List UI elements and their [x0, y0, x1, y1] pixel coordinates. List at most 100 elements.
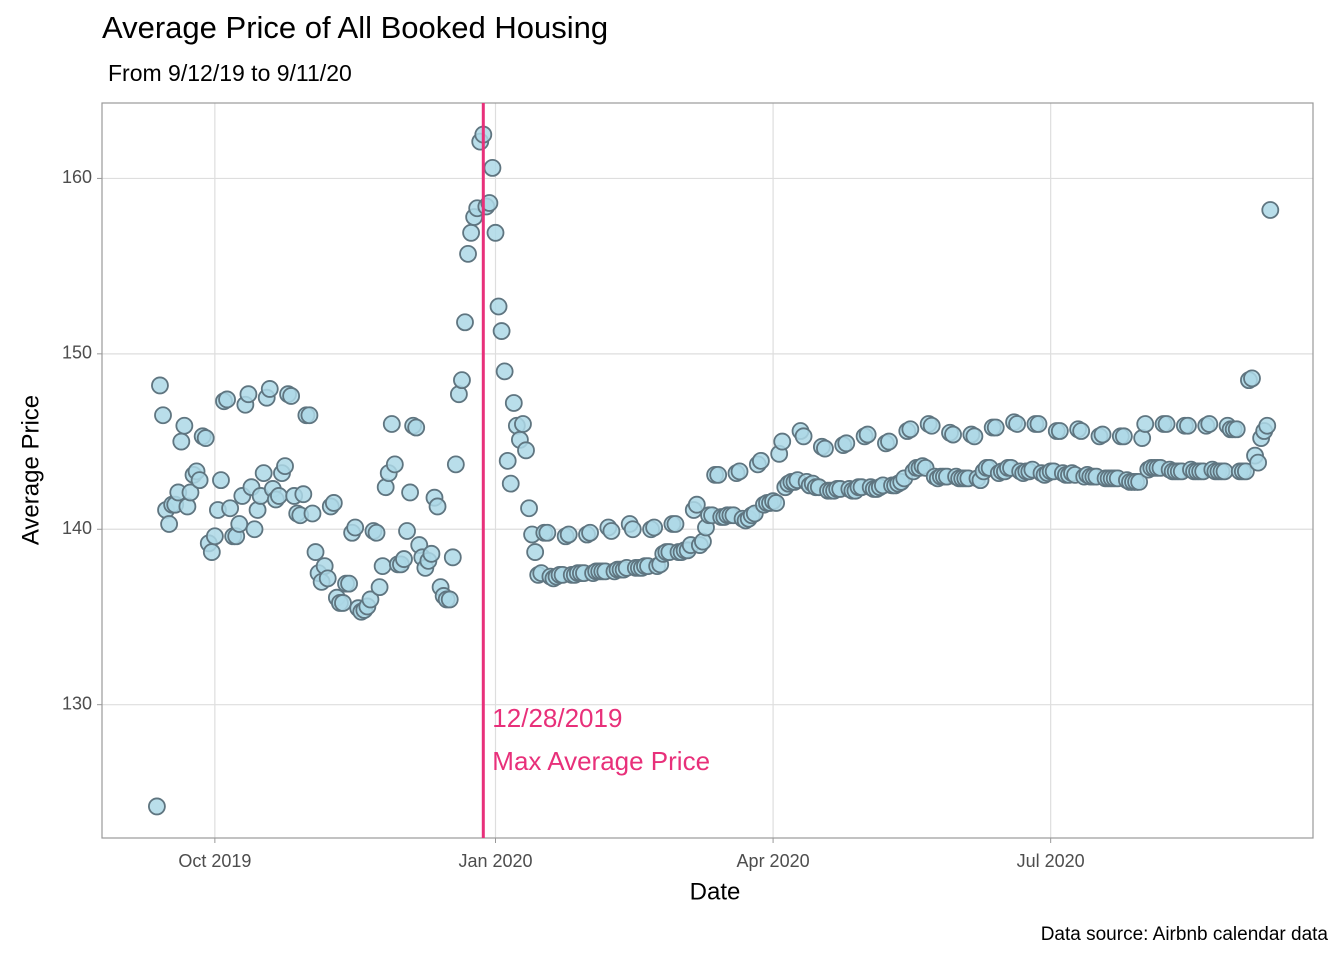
point — [645, 518, 664, 537]
point — [303, 504, 322, 523]
chart-subtitle: From 9/12/19 to 9/11/20 — [108, 60, 352, 86]
point — [480, 194, 499, 212]
point — [581, 523, 599, 542]
point — [687, 495, 706, 514]
point — [944, 425, 962, 444]
point — [276, 457, 294, 476]
point — [1227, 420, 1246, 439]
x-tick-label: Jul 2020 — [1017, 851, 1085, 871]
x-axis-label: Date — [690, 878, 741, 905]
point — [709, 465, 728, 484]
point — [1258, 416, 1277, 435]
point — [361, 590, 380, 609]
point — [443, 548, 462, 567]
point — [501, 474, 520, 493]
point — [446, 455, 465, 474]
point — [212, 471, 230, 490]
point — [239, 385, 258, 404]
chart-title: Average Price of All Booked Housing — [102, 10, 608, 45]
x-tick-label: Oct 2019 — [178, 851, 251, 871]
point — [440, 590, 459, 609]
caption: Data source: Airbnb calendar data — [1041, 924, 1329, 945]
point — [407, 418, 426, 437]
point — [422, 544, 441, 563]
point — [151, 376, 169, 395]
plot-border — [101, 102, 1314, 839]
point — [498, 451, 517, 470]
x-tick-label: Jan 2020 — [458, 851, 532, 871]
point — [459, 244, 477, 263]
point — [334, 594, 352, 612]
point — [1243, 369, 1261, 388]
point — [666, 515, 685, 533]
point — [1029, 415, 1048, 433]
point — [489, 297, 508, 316]
point — [346, 518, 365, 537]
point — [773, 432, 792, 451]
point — [181, 483, 200, 502]
point — [1130, 473, 1149, 491]
point — [880, 432, 898, 451]
point — [1157, 415, 1176, 433]
point — [730, 462, 749, 481]
point — [160, 515, 179, 533]
point — [300, 406, 319, 425]
point — [751, 451, 770, 470]
point — [517, 441, 535, 460]
point — [514, 415, 532, 433]
point — [538, 523, 557, 542]
point — [340, 574, 358, 593]
point — [1236, 462, 1255, 481]
point — [504, 394, 523, 412]
point — [202, 543, 221, 561]
point — [270, 487, 288, 505]
y-axis-label: Average Price — [17, 395, 44, 545]
point — [260, 380, 279, 398]
point — [495, 362, 514, 381]
point — [1261, 201, 1280, 219]
point — [1072, 422, 1091, 440]
point — [230, 515, 249, 533]
point — [483, 159, 502, 177]
point — [922, 416, 941, 435]
y-tick-label: 130 — [62, 693, 92, 713]
point — [816, 439, 834, 458]
point — [1008, 415, 1027, 433]
point — [1249, 453, 1267, 472]
y-tick-label: 150 — [62, 343, 92, 363]
point — [462, 223, 480, 242]
point — [526, 543, 545, 561]
point — [602, 522, 621, 540]
point — [190, 471, 209, 490]
annotation: 12/28/2019 — [492, 703, 622, 733]
point — [245, 520, 264, 539]
point — [370, 578, 389, 597]
point — [221, 499, 240, 518]
point — [282, 387, 301, 405]
point — [306, 543, 325, 561]
point — [837, 434, 856, 453]
point — [318, 569, 337, 588]
point — [154, 406, 172, 425]
point — [367, 523, 386, 542]
point — [398, 522, 416, 540]
point — [175, 416, 194, 435]
point — [1050, 422, 1069, 440]
point — [901, 420, 920, 439]
point — [382, 415, 401, 433]
point — [986, 418, 1005, 437]
point — [385, 455, 404, 474]
point — [486, 223, 505, 242]
y-tick-label: 160 — [62, 167, 92, 187]
point — [1200, 415, 1219, 433]
point — [767, 494, 786, 512]
point — [324, 494, 343, 512]
point — [965, 427, 984, 446]
point — [520, 499, 538, 518]
y-tick-label: 140 — [62, 518, 92, 538]
x-tick-label: Apr 2020 — [737, 851, 810, 871]
point — [373, 557, 392, 576]
point — [172, 432, 191, 451]
